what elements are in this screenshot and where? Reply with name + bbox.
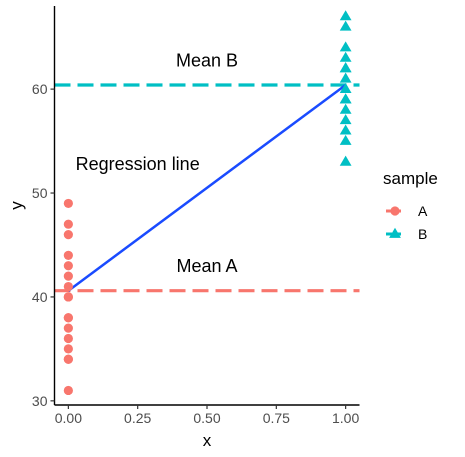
y-axis-title: y bbox=[7, 201, 26, 210]
annotation-label: Mean A bbox=[176, 256, 237, 276]
point-b bbox=[339, 41, 352, 52]
point-a bbox=[63, 281, 73, 292]
point-a bbox=[63, 313, 73, 323]
y-tick-label: 40 bbox=[32, 289, 48, 305]
point-a bbox=[63, 344, 73, 354]
point-a bbox=[63, 261, 73, 271]
legend-label-a: A bbox=[418, 203, 428, 219]
point-a bbox=[63, 271, 73, 281]
annotation-label: Mean B bbox=[176, 50, 238, 70]
point-b bbox=[339, 62, 352, 73]
point-a bbox=[63, 198, 73, 209]
point-a bbox=[63, 229, 73, 240]
point-a bbox=[63, 354, 73, 364]
x-tick-label: 0.25 bbox=[124, 410, 151, 426]
x-tick-label: 0.75 bbox=[263, 410, 290, 426]
point-b bbox=[339, 82, 352, 93]
point-a bbox=[63, 323, 73, 333]
point-b bbox=[339, 20, 352, 31]
point-b bbox=[339, 114, 352, 125]
point-a bbox=[63, 250, 73, 260]
point-b bbox=[339, 72, 352, 83]
legend: sample AB bbox=[383, 169, 438, 242]
annotations: Mean B Regression line Mean A bbox=[76, 50, 238, 276]
x-tick-label: 1.00 bbox=[332, 410, 359, 426]
point-b bbox=[339, 51, 352, 62]
regression-line bbox=[67, 83, 347, 292]
annotation-label: Regression line bbox=[76, 154, 200, 174]
axes: 0.00 0.25 0.50 0.75 1.00 30 40 50 60 x y bbox=[7, 6, 360, 450]
legend-key-b bbox=[389, 227, 401, 238]
y-tick-label: 50 bbox=[32, 185, 48, 201]
legend-title: sample bbox=[383, 169, 438, 188]
point-b bbox=[339, 10, 352, 21]
plot-area bbox=[54, 10, 360, 396]
point-b bbox=[339, 103, 352, 114]
point-b bbox=[339, 124, 352, 135]
point-a bbox=[63, 219, 73, 229]
point-b bbox=[339, 155, 352, 166]
legend-label-b: B bbox=[418, 226, 427, 242]
y-tick-label: 60 bbox=[32, 81, 48, 97]
point-a bbox=[63, 385, 73, 396]
point-a bbox=[63, 292, 73, 302]
point-a bbox=[63, 333, 73, 344]
x-tick-label: 0.00 bbox=[55, 410, 82, 426]
y-tick-label: 30 bbox=[32, 393, 48, 409]
point-b bbox=[339, 93, 352, 104]
point-b bbox=[339, 134, 352, 145]
x-axis-title: x bbox=[203, 431, 212, 450]
x-tick-label: 0.50 bbox=[193, 410, 220, 426]
legend-key-a bbox=[390, 206, 400, 216]
